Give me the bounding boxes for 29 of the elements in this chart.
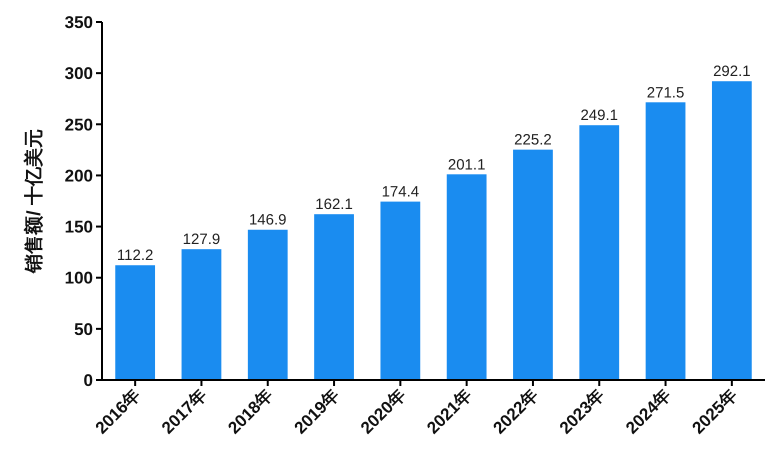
y-tick-label: 250 <box>64 115 93 134</box>
bar <box>513 150 553 380</box>
data-label: 112.2 <box>116 247 154 264</box>
data-label: 292.1 <box>713 63 751 80</box>
bar <box>182 249 222 380</box>
y-tick-label: 0 <box>84 371 93 390</box>
bar <box>248 230 288 380</box>
bar <box>579 125 620 380</box>
bar <box>314 214 354 380</box>
data-label: 249.1 <box>580 107 618 124</box>
data-label: 162.1 <box>315 196 353 214</box>
data-label: 174.4 <box>382 184 420 201</box>
bar <box>380 202 420 380</box>
y-tick-label: 350 <box>64 13 93 32</box>
y-axis-title: 销售额/ 十亿美元 <box>23 129 45 274</box>
data-label: 127.9 <box>182 231 220 248</box>
data-label: 201.1 <box>448 156 486 174</box>
data-label: 146.9 <box>248 212 287 229</box>
bar <box>115 265 156 380</box>
y-tick-label: 150 <box>64 218 93 237</box>
y-tick-label: 300 <box>64 64 93 84</box>
y-tick-label: 50 <box>74 320 93 339</box>
bar <box>712 81 752 380</box>
bar <box>446 174 487 380</box>
data-label: 271.5 <box>646 84 684 102</box>
y-tick-label: 100 <box>64 268 93 288</box>
y-tick-label: 200 <box>64 166 93 186</box>
data-label: 225.2 <box>514 132 552 149</box>
bar <box>646 102 686 380</box>
